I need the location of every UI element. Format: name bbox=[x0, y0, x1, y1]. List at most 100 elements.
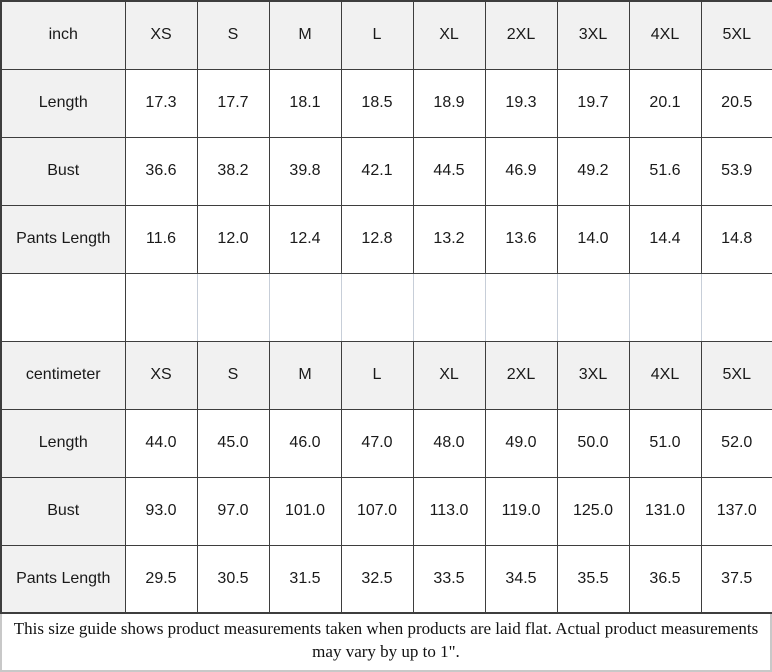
measurement-value-cell: 18.5 bbox=[340, 68, 414, 138]
measurement-label-cell: Length bbox=[0, 408, 126, 478]
measurement-value-cell: 14.4 bbox=[628, 204, 702, 274]
measurement-value-cell: 46.9 bbox=[484, 136, 558, 206]
measurement-value-cell: 14.0 bbox=[556, 204, 630, 274]
measurement-value-cell: 13.6 bbox=[484, 204, 558, 274]
measurement-value-cell: 36.5 bbox=[628, 544, 702, 614]
measurement-value-cell: 52.0 bbox=[700, 408, 772, 478]
measurement-value-cell: 36.6 bbox=[124, 136, 198, 206]
size-column-header: 4XL bbox=[628, 0, 702, 70]
measurement-value-cell: 19.7 bbox=[556, 68, 630, 138]
measurement-value-cell: 49.2 bbox=[556, 136, 630, 206]
measurement-value-cell: 93.0 bbox=[124, 476, 198, 546]
spacer-cell bbox=[0, 272, 126, 342]
measurement-value-cell: 37.5 bbox=[700, 544, 772, 614]
measurement-value-cell: 17.7 bbox=[196, 68, 270, 138]
measurement-value-cell: 18.9 bbox=[412, 68, 486, 138]
size-column-header: XS bbox=[124, 340, 198, 410]
measurement-value-cell: 38.2 bbox=[196, 136, 270, 206]
size-column-header: 5XL bbox=[700, 340, 772, 410]
measurement-value-cell: 11.6 bbox=[124, 204, 198, 274]
size-column-header: 3XL bbox=[556, 0, 630, 70]
measurement-value-cell: 33.5 bbox=[412, 544, 486, 614]
measurement-value-cell: 51.0 bbox=[628, 408, 702, 478]
measurement-value-cell: 125.0 bbox=[556, 476, 630, 546]
measurement-value-cell: 30.5 bbox=[196, 544, 270, 614]
spacer-cell bbox=[412, 272, 486, 342]
measurement-value-cell: 97.0 bbox=[196, 476, 270, 546]
measurement-value-cell: 19.3 bbox=[484, 68, 558, 138]
measurement-disclaimer: This size guide shows product measuremen… bbox=[0, 614, 772, 672]
measurement-value-cell: 119.0 bbox=[484, 476, 558, 546]
measurement-row: Length 44.0 45.0 46.0 47.0 48.0 49.0 50.0 51.0 52… bbox=[0, 408, 772, 478]
size-column-header: 5XL bbox=[700, 0, 772, 70]
spacer-cell bbox=[700, 272, 772, 342]
spacer-cell bbox=[556, 272, 630, 342]
measurement-label-cell: Bust bbox=[0, 476, 126, 546]
measurement-value-cell: 31.5 bbox=[268, 544, 342, 614]
size-column-header: L bbox=[340, 0, 414, 70]
measurement-value-cell: 14.8 bbox=[700, 204, 772, 274]
measurement-value-cell: 101.0 bbox=[268, 476, 342, 546]
measurement-value-cell: 131.0 bbox=[628, 476, 702, 546]
size-column-header: 2XL bbox=[484, 0, 558, 70]
measurement-value-cell: 12.8 bbox=[340, 204, 414, 274]
measurement-value-cell: 20.1 bbox=[628, 68, 702, 138]
measurement-value-cell: 44.5 bbox=[412, 136, 486, 206]
measurement-row: Pants Length 29.5 30.5 31.5 32.5 33.5 34.5 35.5… bbox=[0, 544, 772, 614]
size-column-header: XL bbox=[412, 0, 486, 70]
measurement-value-cell: 34.5 bbox=[484, 544, 558, 614]
size-column-header: M bbox=[268, 340, 342, 410]
measurement-value-cell: 12.4 bbox=[268, 204, 342, 274]
measurement-label-cell: Pants Length bbox=[0, 204, 126, 274]
size-chart-table: inch XS S M L XL 2XL 3XL 4XL 5XL Length 17.3 17.7 18.… bbox=[0, 0, 772, 614]
measurement-value-cell: 137.0 bbox=[700, 476, 772, 546]
measurement-value-cell: 50.0 bbox=[556, 408, 630, 478]
size-column-header: M bbox=[268, 0, 342, 70]
measurement-row: Bust 93.0 97.0 101.0 107.0 113.0 119.0 125.0 131… bbox=[0, 476, 772, 546]
spacer-cell bbox=[628, 272, 702, 342]
measurement-value-cell: 20.5 bbox=[700, 68, 772, 138]
measurement-value-cell: 113.0 bbox=[412, 476, 486, 546]
measurement-value-cell: 13.2 bbox=[412, 204, 486, 274]
spacer-row bbox=[0, 272, 772, 342]
measurement-value-cell: 53.9 bbox=[700, 136, 772, 206]
measurement-value-cell: 45.0 bbox=[196, 408, 270, 478]
measurement-value-cell: 46.0 bbox=[268, 408, 342, 478]
measurement-value-cell: 42.1 bbox=[340, 136, 414, 206]
size-table-body: inch XS S M L XL 2XL 3XL 4XL 5XL Length 17.3 17.7 18.… bbox=[0, 0, 772, 614]
measurement-value-cell: 48.0 bbox=[412, 408, 486, 478]
measurement-value-cell: 47.0 bbox=[340, 408, 414, 478]
measurement-value-cell: 51.6 bbox=[628, 136, 702, 206]
size-column-header: 3XL bbox=[556, 340, 630, 410]
measurement-value-cell: 39.8 bbox=[268, 136, 342, 206]
size-column-header: S bbox=[196, 0, 270, 70]
size-column-header: 4XL bbox=[628, 340, 702, 410]
measurement-value-cell: 32.5 bbox=[340, 544, 414, 614]
size-column-header: XS bbox=[124, 0, 198, 70]
measurement-value-cell: 49.0 bbox=[484, 408, 558, 478]
spacer-cell bbox=[340, 272, 414, 342]
measurement-value-cell: 44.0 bbox=[124, 408, 198, 478]
spacer-cell bbox=[196, 272, 270, 342]
spacer-cell bbox=[268, 272, 342, 342]
spacer-cell bbox=[124, 272, 198, 342]
size-column-header: S bbox=[196, 340, 270, 410]
measurement-value-cell: 107.0 bbox=[340, 476, 414, 546]
measurement-row: Pants Length 11.6 12.0 12.4 12.8 13.2 13.6 14.0… bbox=[0, 204, 772, 274]
spacer-cell bbox=[484, 272, 558, 342]
size-header-row: inch XS S M L XL 2XL 3XL 4XL 5XL bbox=[0, 0, 772, 70]
size-column-header: 2XL bbox=[484, 340, 558, 410]
measurement-value-cell: 18.1 bbox=[268, 68, 342, 138]
measurement-value-cell: 29.5 bbox=[124, 544, 198, 614]
measurement-row: Bust 36.6 38.2 39.8 42.1 44.5 46.9 49.2 51.6 53.9 bbox=[0, 136, 772, 206]
measurement-value-cell: 12.0 bbox=[196, 204, 270, 274]
measurement-label-cell: Pants Length bbox=[0, 544, 126, 614]
measurement-row: Length 17.3 17.7 18.1 18.5 18.9 19.3 19.7 20.1 20… bbox=[0, 68, 772, 138]
size-column-header: XL bbox=[412, 340, 486, 410]
size-column-header: L bbox=[340, 340, 414, 410]
measurement-value-cell: 35.5 bbox=[556, 544, 630, 614]
unit-label-cell: centimeter bbox=[0, 340, 126, 410]
unit-label-cell: inch bbox=[0, 0, 126, 70]
size-header-row: centimeter XS S M L XL 2XL 3XL 4XL 5XL bbox=[0, 340, 772, 410]
